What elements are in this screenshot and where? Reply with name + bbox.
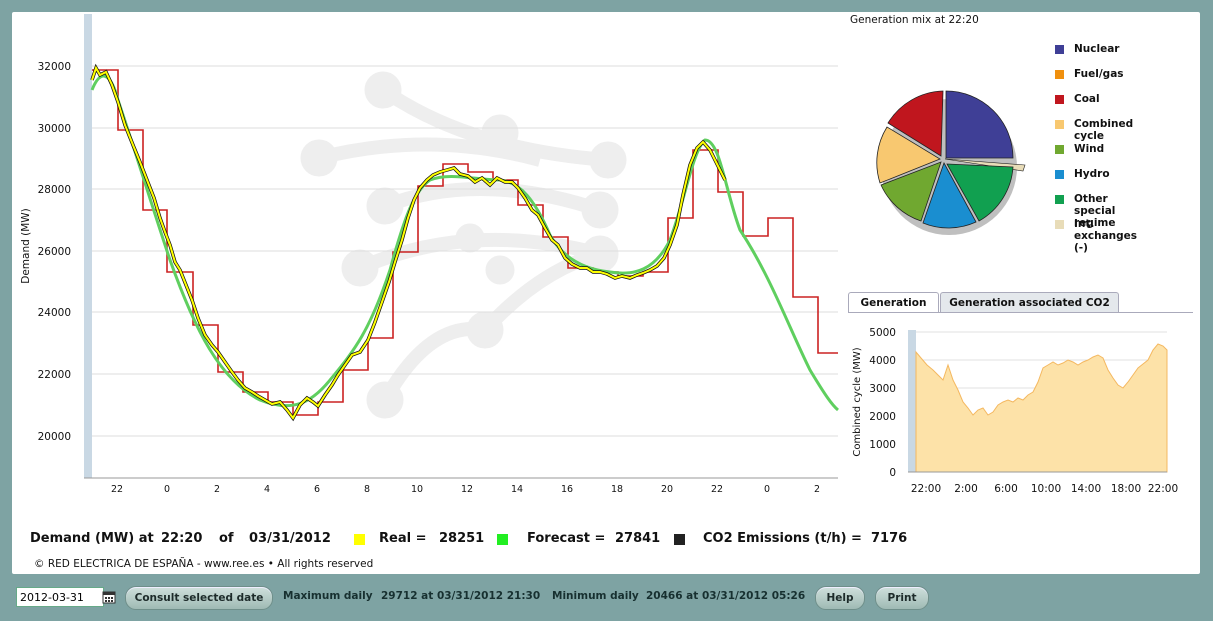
y-tick-label: 30000 [38, 123, 71, 135]
calendar-icon[interactable] [102, 589, 116, 604]
legend-swatch [1055, 195, 1064, 204]
min-daily-value: 20466 at 03/31/2012 05:26 [646, 590, 806, 602]
tab-generation[interactable]: Generation [848, 292, 939, 313]
y-tick-label: 24000 [38, 307, 71, 319]
x-tick-label: 6 [314, 484, 320, 495]
small-x-tick-label: 2:00 [954, 483, 978, 495]
legend-label: Coal [1074, 93, 1100, 105]
real-swatch [354, 534, 365, 545]
print-button[interactable]: Print [875, 586, 929, 610]
y-tick-label: 26000 [38, 246, 71, 258]
demand-chart: 32000 30000 28000 26000 24000 22000 2000… [20, 14, 839, 495]
copyright: © RED ELECTRICA DE ESPAÑA - www.ree.es •… [34, 558, 374, 570]
small-x-tick-labels: 22:00 2:00 6:00 10:00 14:00 18:00 22:00 [911, 483, 1178, 495]
small-y-axis-label: Combined cycle (MW) [852, 347, 863, 456]
gridlines [92, 65, 838, 437]
of-label: of [219, 531, 234, 546]
min-daily-label: Minimum daily [552, 590, 639, 602]
pie-slice-combined-cycle[interactable] [876, 126, 941, 184]
pie-slice-nuclear[interactable] [945, 90, 1014, 159]
pie-slice-other-special-regime[interactable] [946, 163, 1014, 222]
legend-swatch [1055, 70, 1064, 79]
pie-slice-wind[interactable] [880, 161, 942, 222]
small-chart-gutter[interactable] [908, 330, 916, 472]
forecast-swatch [497, 534, 508, 545]
co2-swatch [674, 534, 685, 545]
combined-cycle-area [915, 343, 1168, 473]
x-tick-label: 18 [611, 484, 623, 495]
real-label: Real = [379, 531, 427, 546]
tab-generation-co2[interactable]: Generation associated CO2 [940, 292, 1119, 313]
small-y-tick-label: 0 [889, 467, 896, 479]
legend-label: Other special regime [1074, 193, 1116, 229]
small-x-tick-label: 18:00 [1111, 483, 1141, 495]
small-x-tick-label: 22:00 [1148, 483, 1178, 495]
legend-swatch [1055, 120, 1064, 129]
y-tick-label: 28000 [38, 184, 71, 196]
x-tick-label: 0 [764, 484, 770, 495]
consult-date-button[interactable]: Consult selected date [125, 586, 273, 610]
forecast-label: Forecast = [527, 531, 606, 546]
forecast-value: 27841 [615, 531, 661, 546]
small-x-tick-label: 22:00 [911, 483, 941, 495]
x-tick-label: 2 [214, 484, 220, 495]
legend-swatch [1055, 95, 1064, 104]
x-tick-label: 12 [461, 484, 473, 495]
small-y-tick-label: 5000 [869, 327, 896, 339]
real-value: 28251 [439, 531, 485, 546]
small-y-tick-label: 4000 [869, 355, 896, 367]
x-tick-label: 22 [711, 484, 723, 495]
demand-time: 22:20 [161, 531, 203, 546]
legend-label: Combined cycle [1074, 118, 1134, 142]
y-tick-label: 22000 [38, 369, 71, 381]
max-daily-label: Maximum daily [283, 590, 373, 602]
chart-scroll-gutter[interactable] [84, 14, 92, 478]
small-y-tick-label: 3000 [869, 383, 896, 395]
small-y-tick-label: 1000 [869, 439, 896, 451]
x-tick-label: 20 [661, 484, 673, 495]
small-y-tick-labels: 5000 4000 3000 2000 1000 0 [869, 327, 896, 479]
x-tick-label: 22 [111, 484, 123, 495]
small-x-tick-label: 10:00 [1031, 483, 1061, 495]
co2-label: CO2 Emissions (t/h) = [703, 531, 862, 546]
y-tick-labels: 32000 30000 28000 26000 24000 22000 2000… [38, 61, 71, 443]
x-tick-label: 0 [164, 484, 170, 495]
pie-slice-coal[interactable] [887, 90, 944, 157]
ree-watermark [300, 71, 627, 419]
legend-label: Hydro [1074, 168, 1110, 180]
x-tick-label: 2 [814, 484, 820, 495]
x-tick-label: 4 [264, 484, 270, 495]
legend-label: Fuel/gas [1074, 68, 1124, 80]
x-tick-label: 14 [511, 484, 523, 495]
legend-label: Int. exchanges (-) [1074, 218, 1138, 254]
small-x-tick-label: 6:00 [994, 483, 1018, 495]
tab-divider [848, 312, 1193, 313]
legend-label: Wind [1074, 143, 1105, 155]
y-axis-label: Demand (MW) [20, 208, 32, 284]
co2-value: 7176 [871, 531, 908, 546]
pie-title: Generation mix at 22:20 [850, 14, 979, 26]
demand-label: Demand (MW) at [30, 531, 154, 546]
small-y-tick-label: 2000 [869, 411, 896, 423]
date-input[interactable] [16, 587, 104, 607]
max-daily-value: 29712 at 03/31/2012 21:30 [381, 590, 541, 602]
generation-mix-pie [876, 90, 1026, 235]
legend-swatch [1055, 220, 1064, 229]
legend-label: Nuclear [1074, 43, 1120, 55]
x-tick-label: 8 [364, 484, 370, 495]
x-tick-labels: 22 0 2 4 6 8 10 12 14 16 18 20 22 0 2 [111, 484, 820, 495]
y-tick-label: 32000 [38, 61, 71, 73]
legend-swatch [1055, 145, 1064, 154]
demand-date: 03/31/2012 [249, 531, 331, 546]
pie-slice-hydro[interactable] [922, 162, 977, 229]
x-tick-label: 16 [561, 484, 573, 495]
x-tick-label: 10 [411, 484, 423, 495]
real-demand-line [91, 65, 726, 420]
combined-cycle-chart: 5000 4000 3000 2000 1000 0 Combined cycl… [852, 327, 1178, 495]
legend-swatch [1055, 170, 1064, 179]
small-x-tick-label: 14:00 [1071, 483, 1101, 495]
legend-swatch [1055, 45, 1064, 54]
y-tick-label: 20000 [38, 431, 71, 443]
help-button[interactable]: Help [815, 586, 865, 610]
